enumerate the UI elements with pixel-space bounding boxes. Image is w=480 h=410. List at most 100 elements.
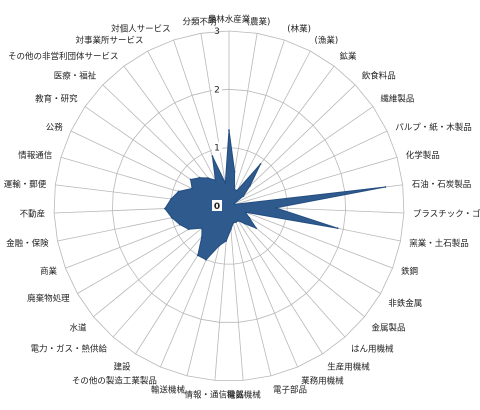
tick-label-bg (212, 200, 222, 211)
data-point (232, 222, 235, 224)
data-point (189, 178, 192, 181)
data-point (214, 179, 217, 182)
grid-spoke (228, 130, 388, 207)
category-label: はん用機械 (351, 344, 394, 355)
grid-spoke (228, 205, 244, 381)
data-point (336, 227, 339, 230)
category-label: 公務 (46, 122, 64, 133)
grid-ring-2 (111, 88, 347, 323)
data-point (170, 216, 173, 219)
grid-spoke (228, 205, 323, 355)
category-label: 飲食料品 (362, 71, 396, 82)
category-label: 建設 (114, 362, 132, 373)
data-point (255, 227, 257, 230)
grid-spoke (228, 205, 346, 338)
data-point (179, 223, 181, 226)
grid-spoke (228, 205, 381, 294)
grid-spoke (200, 33, 230, 207)
category-label: 非鉄金属 (388, 298, 422, 309)
data-point (230, 228, 232, 231)
data-point (187, 228, 190, 231)
data-point (201, 235, 203, 238)
radar-tick-labels: 0 1 2 3 (212, 27, 222, 212)
grid-spoke (228, 205, 298, 368)
data-point (191, 187, 194, 190)
data-point (207, 177, 209, 179)
tick-label-bg (212, 141, 222, 153)
category-label: 石油・石炭製品 (412, 179, 472, 190)
category-label: 電気機械 (227, 389, 262, 400)
category-label: 対個人サービス (111, 24, 171, 35)
data-point (244, 211, 247, 214)
category-label: パルプ・紙・木製品 (395, 122, 472, 133)
category-label: 金融・保険 (6, 238, 49, 249)
category-label: (農業) (247, 16, 271, 27)
data-point (248, 216, 251, 219)
series-area (164, 130, 386, 261)
tick-label: 0 (214, 202, 220, 212)
data-point (177, 190, 180, 193)
grid-ring-1 (170, 147, 288, 265)
grid-ring-3 (53, 30, 405, 381)
data-point (384, 186, 387, 188)
category-label: 分類不明 (182, 16, 216, 27)
category-label: その他の製造工業製品 (72, 375, 157, 386)
data-point (233, 203, 236, 206)
data-point (211, 155, 214, 158)
category-label: 教育・研究 (35, 94, 78, 105)
grid-spoke (228, 205, 393, 269)
data-point (225, 240, 228, 242)
category-label: 業務用機械 (301, 375, 344, 386)
category-label: 窯業・土石製品 (409, 238, 469, 249)
data-point (237, 219, 240, 222)
data-point (201, 227, 203, 230)
data-point (235, 221, 237, 224)
tick-label: 1 (214, 144, 220, 154)
category-label: 鉱業 (340, 51, 358, 62)
data-point (242, 195, 245, 198)
data-point (224, 182, 227, 184)
category-label: 不動産 (20, 208, 46, 219)
tick-label-bg (212, 83, 222, 95)
grid-spoke (228, 39, 285, 207)
grid-spoke (228, 156, 398, 207)
category-label: 化学製品 (406, 150, 440, 161)
data-point (170, 198, 173, 200)
category-label: 金属製品 (372, 322, 406, 333)
grid-spoke (228, 50, 311, 207)
category-label: (林業) (287, 24, 311, 35)
data-point (205, 258, 208, 261)
category-label: 対事業所サービス (75, 35, 143, 46)
data-point (274, 207, 277, 209)
category-label: 電力・ガス・熱供給 (30, 344, 107, 355)
category-label: (漁業) (315, 35, 339, 46)
tick-label: 3 (214, 27, 220, 37)
data-point (164, 207, 166, 210)
category-label: その他の非営利団体サービス (8, 51, 119, 62)
data-point (243, 222, 246, 225)
category-label: 鉄鋼 (401, 266, 418, 277)
category-label: 輸送機械 (151, 385, 186, 396)
data-point (218, 244, 221, 247)
data-point (196, 254, 199, 257)
category-label: 廃棄物処理 (27, 293, 70, 304)
data-point (249, 184, 251, 187)
tick-label: 2 (214, 85, 220, 95)
category-label: 情報・通信機器 (184, 389, 244, 400)
grid-spoke (228, 205, 272, 376)
category-label: プラスチック・ゴム (413, 208, 480, 219)
data-point (236, 189, 239, 192)
category-label: 運輸・郵便 (4, 179, 47, 190)
category-label: 電子部品 (273, 385, 307, 396)
category-label: 医療・福祉 (54, 71, 97, 82)
category-label: 繊維製品 (380, 94, 414, 105)
radar-category-labels: 農林水産業(農業) (林業) (漁業)鉱業飲食料品繊維製品パルプ・紙・木製品化学製品… (4, 14, 480, 400)
radar-series-layer (164, 129, 387, 261)
category-label: 商業 (40, 266, 58, 277)
data-point (233, 188, 236, 191)
grid-spoke (228, 106, 374, 207)
category-label: 農林水産業 (208, 14, 251, 25)
data-point (228, 129, 230, 132)
